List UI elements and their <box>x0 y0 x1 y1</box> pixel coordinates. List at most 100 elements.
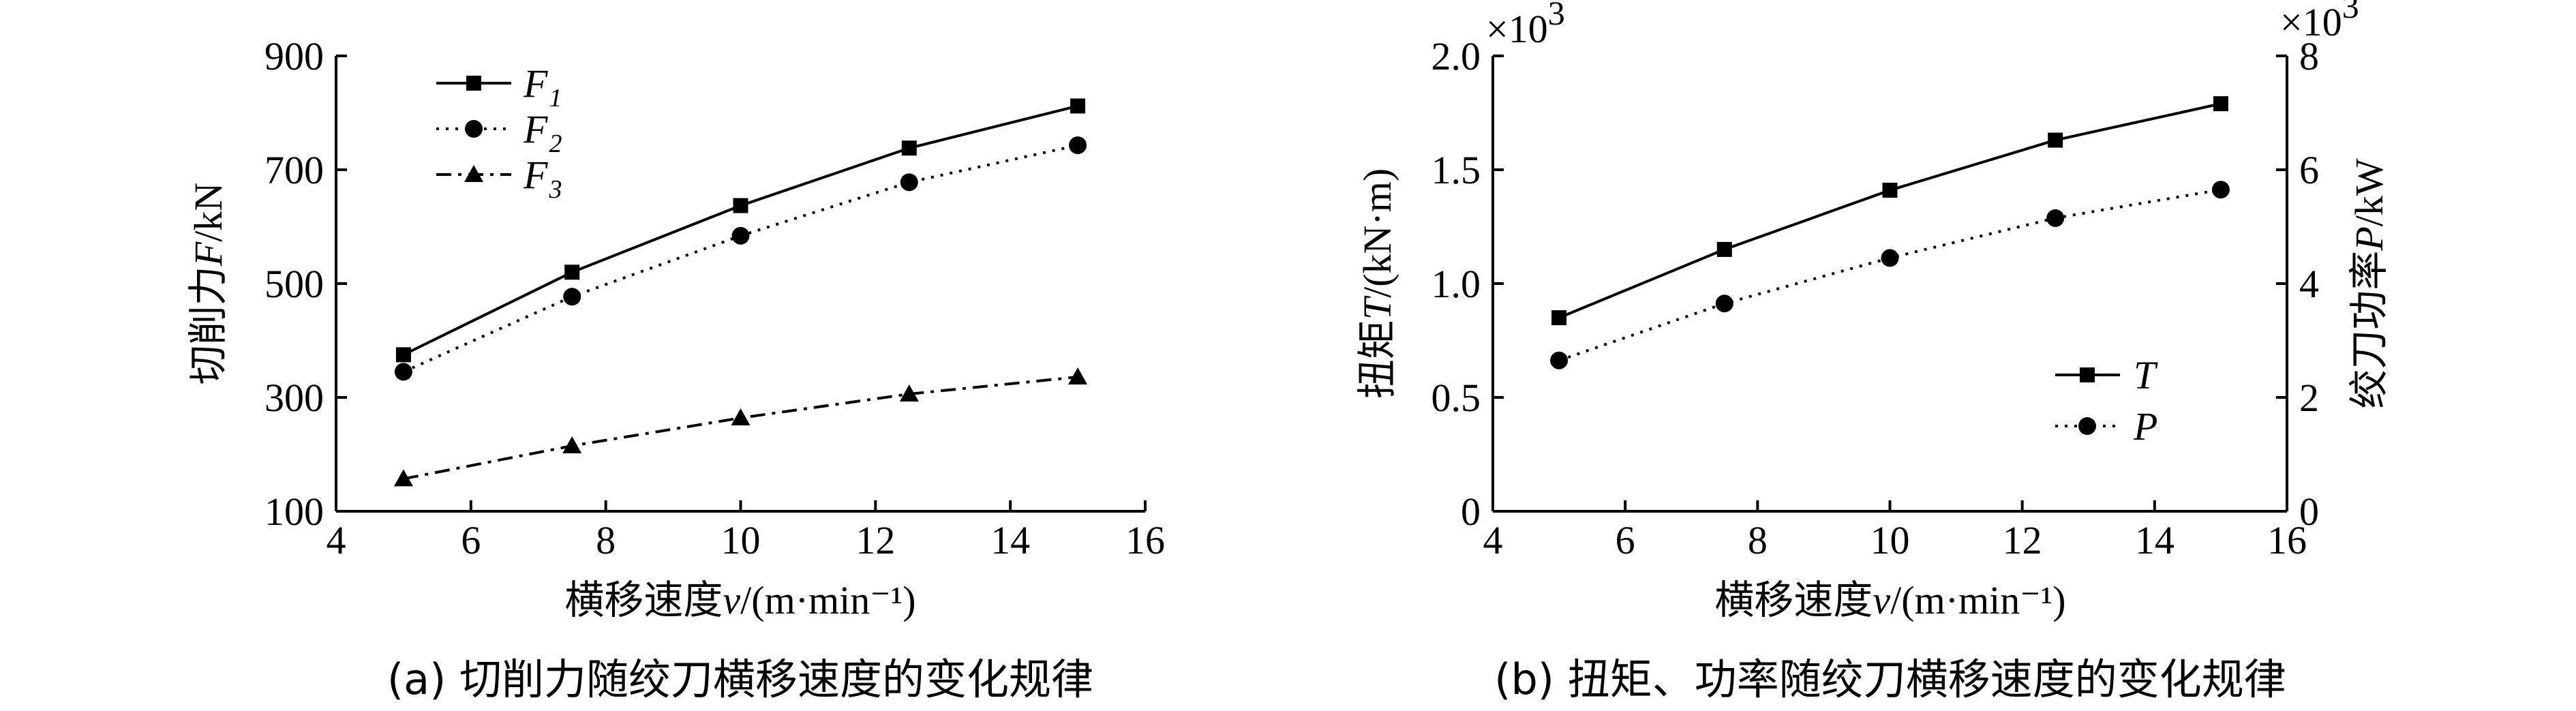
chart-b-caption: (b) 扭矩、功率随绞刀横移速度的变化规律 <box>1494 654 2286 704</box>
chart-b-series-line <box>1558 188 2222 362</box>
chart-a-y-tick-label: 500 <box>264 262 324 306</box>
chart-b-right-y-label: 绞刀功率P/kW <box>2346 158 2392 409</box>
chart-b-left-y-tick-label: 1.5 <box>1431 148 1481 192</box>
chart-a-data-point <box>1070 98 1086 114</box>
chart-a-y-tick-label: 100 <box>264 489 324 534</box>
chart-b-left-multiplier: ×103 <box>1486 0 1565 51</box>
chart-b-x-tick-label: 8 <box>1748 518 1768 562</box>
chart-a-data-point <box>393 469 413 487</box>
chart-a-x-tick-label: 8 <box>596 518 616 562</box>
chart-b-x-tick-label: 12 <box>2003 518 2042 562</box>
chart-b-data-point <box>2048 132 2063 148</box>
chart-b-legend: TP <box>2055 353 2158 449</box>
chart-b-data-point <box>1882 183 1898 198</box>
chart-b-data-point <box>1716 241 1732 257</box>
chart-b-left-y-label: 扭矩T/(kN·m) <box>1354 168 1400 399</box>
chart-a-x-tick-label: 6 <box>461 518 481 562</box>
chart-a-series-line <box>403 144 1078 374</box>
chart-a-series-1 <box>395 98 1086 363</box>
chart-b-right-y-tick-label: 0 <box>2299 489 2319 534</box>
chart-a-legend-label: F3 <box>523 153 562 204</box>
chart-a-x-ticks: 4 6 8 10 12 14 16 <box>327 500 1165 562</box>
chart-b-left-y-tick-label: 1.0 <box>1431 262 1481 306</box>
chart-b-legend-label: T <box>2134 353 2158 397</box>
chart-b-series-P <box>1550 181 2230 369</box>
chart-a-legend-entry: F2 <box>436 107 562 158</box>
chart-a-x-tick-label: 12 <box>855 518 895 562</box>
chart-b-right-multiplier: ×103 <box>2280 0 2359 44</box>
chart-b-legend-marker <box>2078 417 2096 435</box>
chart-a-y-ticks: 100 300 500 700 900 <box>264 34 347 534</box>
chart-a-legend-entry: F1 <box>436 61 562 112</box>
chart-b-data-point <box>1551 310 1567 326</box>
chart-b-data-point <box>2046 209 2065 227</box>
chart-a-x-label: 横移速度v/(m·min⁻¹) <box>564 577 915 623</box>
chart-a-legend-marker <box>464 165 483 182</box>
chart-a-data-point <box>900 173 918 192</box>
chart-a-caption: (a) 切削力随绞刀横移速度的变化规律 <box>387 654 1093 704</box>
chart-a-series-line <box>403 375 1078 481</box>
chart-a-data-point <box>1068 367 1088 384</box>
chart-a-data-point <box>562 436 582 453</box>
chart-b-x-label: 横移速度v/(m·min⁻¹) <box>1714 577 2065 623</box>
chart-a-y-label: 切削力F/kN <box>185 183 231 384</box>
chart-a-x-tick-label: 16 <box>1125 518 1165 562</box>
chart-b-left-y-tick-label: 2.0 <box>1431 34 1481 78</box>
chart-a-y-tick-label: 700 <box>264 148 324 192</box>
chart-b-legend-label: P <box>2133 404 2157 449</box>
chart-b-x-tick-label: 10 <box>1870 518 1910 562</box>
chart-a-data-point <box>394 363 412 381</box>
chart-b-x-ticks: 4 6 8 10 12 14 16 <box>1483 500 2307 562</box>
chart-b-data-point <box>2211 181 2230 199</box>
svg-text:×103: ×103 <box>2280 0 2359 44</box>
chart-b-data-point <box>2213 96 2228 112</box>
chart-b-data-point <box>1881 249 1899 267</box>
chart-a-legend-entry: F3 <box>436 153 562 204</box>
chart-b-right-y-ticks: 0 2 4 6 8 <box>2276 34 2319 534</box>
chart-a-legend-label: F1 <box>523 61 562 112</box>
chart-a-legend-marker <box>465 120 483 138</box>
chart-a-x-tick-label: 10 <box>721 518 761 562</box>
chart-b-data-point <box>1550 351 1569 369</box>
chart-a-series <box>393 98 1088 487</box>
chart-a-legend-label: F2 <box>523 107 562 158</box>
chart-a-data-point <box>733 198 748 213</box>
chart-b-legend-entry: T <box>2055 353 2158 397</box>
chart-a-data-point <box>731 226 750 245</box>
chart-a-series-2 <box>394 136 1087 381</box>
chart-a-legend-marker <box>466 76 481 91</box>
chart-b-legend-marker <box>2080 367 2095 382</box>
chart-a-data-point <box>1069 136 1087 155</box>
chart-b-right-y-tick-label: 8 <box>2299 34 2319 78</box>
chart-a-x-tick-label: 4 <box>327 518 346 562</box>
chart-b-x-tick-label: 6 <box>1616 518 1635 562</box>
chart-b-right-y-tick-label: 4 <box>2299 262 2319 306</box>
chart-b-series-T <box>1551 96 2228 326</box>
chart-b-x-tick-label: 4 <box>1483 518 1503 562</box>
chart-b-left-y-ticks: 0 0.5 1.0 1.5 2.0 <box>1431 34 1504 534</box>
chart-b-series <box>1550 96 2230 369</box>
chart-b-right-y-tick-label: 2 <box>2299 376 2319 420</box>
chart-a-y-tick-label: 300 <box>264 376 324 420</box>
chart-b-left-y-tick-label: 0.5 <box>1431 376 1481 420</box>
chart-a-data-point <box>899 384 919 402</box>
svg-text:×103: ×103 <box>1486 0 1565 51</box>
chart-b-data-point <box>1715 294 1733 313</box>
chart-a-series-3 <box>393 367 1088 487</box>
chart-a-x-tick-label: 14 <box>990 518 1030 562</box>
chart-a-data-point <box>563 288 581 306</box>
chart-a-data-point <box>731 408 751 426</box>
chart-b-series-line <box>1558 102 2222 319</box>
chart-a-data-point <box>395 347 411 363</box>
chart-a-y-tick-label: 900 <box>264 34 324 78</box>
chart-b-left-y-tick-label: 0 <box>1461 489 1481 534</box>
chart-b-x-tick-label: 16 <box>2267 518 2307 562</box>
chart-a-data-point <box>901 140 917 156</box>
chart-a-data-point <box>564 264 580 280</box>
chart-b-right-y-tick-label: 6 <box>2299 148 2319 192</box>
chart-b-legend-entry: P <box>2055 404 2157 449</box>
